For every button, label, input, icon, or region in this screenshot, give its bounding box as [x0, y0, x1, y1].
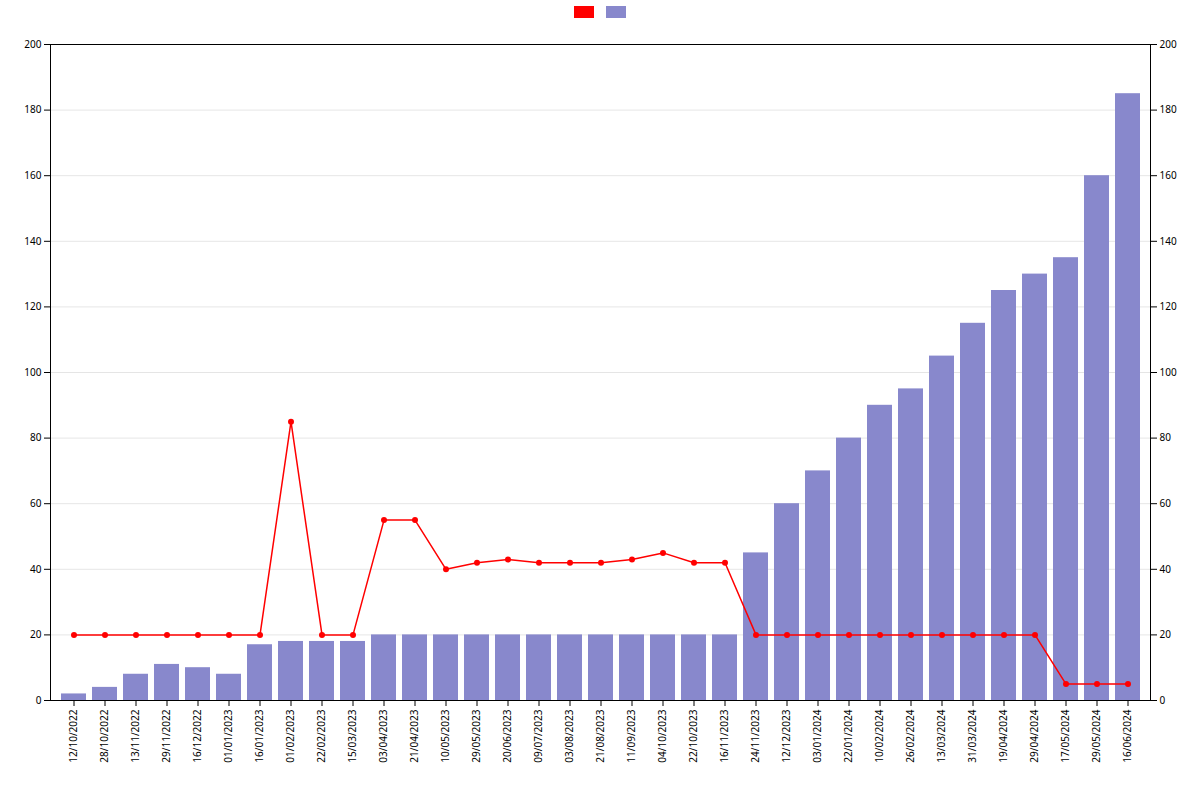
svg-text:180: 180 — [24, 102, 41, 116]
svg-text:03/04/2023: 03/04/2023 — [376, 709, 390, 762]
svg-text:13/11/2022: 13/11/2022 — [128, 709, 142, 762]
svg-text:40: 40 — [1160, 562, 1172, 576]
svg-text:11/09/2023: 11/09/2023 — [624, 709, 638, 762]
svg-text:29/05/2023: 29/05/2023 — [469, 709, 483, 762]
svg-text:20: 20 — [1160, 627, 1172, 641]
svg-text:13/03/2024: 13/03/2024 — [934, 709, 948, 762]
svg-text:29/11/2022: 29/11/2022 — [159, 709, 173, 762]
svg-text:22/10/2023: 22/10/2023 — [686, 709, 700, 762]
svg-text:60: 60 — [30, 496, 42, 510]
svg-text:100: 100 — [1160, 365, 1177, 379]
svg-text:19/04/2024: 19/04/2024 — [996, 709, 1010, 762]
svg-text:80: 80 — [1160, 430, 1172, 444]
svg-text:16/11/2023: 16/11/2023 — [717, 709, 731, 762]
svg-text:200: 200 — [24, 37, 41, 51]
svg-text:16/01/2023: 16/01/2023 — [252, 709, 266, 762]
svg-text:40: 40 — [30, 562, 42, 576]
svg-text:0: 0 — [36, 693, 42, 707]
svg-text:80: 80 — [30, 430, 42, 444]
svg-text:10/05/2023: 10/05/2023 — [438, 709, 452, 762]
svg-text:0: 0 — [1160, 693, 1166, 707]
svg-text:31/03/2024: 31/03/2024 — [965, 709, 979, 762]
svg-text:20/06/2023: 20/06/2023 — [500, 709, 514, 762]
svg-text:21/04/2023: 21/04/2023 — [407, 709, 421, 762]
svg-text:160: 160 — [24, 168, 41, 182]
svg-text:200: 200 — [1160, 37, 1177, 51]
svg-text:60: 60 — [1160, 496, 1172, 510]
svg-text:17/05/2024: 17/05/2024 — [1058, 709, 1072, 762]
svg-text:28/10/2022: 28/10/2022 — [97, 709, 111, 762]
svg-text:22/02/2023: 22/02/2023 — [314, 709, 328, 762]
svg-text:20: 20 — [30, 627, 42, 641]
svg-text:26/02/2024: 26/02/2024 — [903, 709, 917, 762]
svg-text:09/07/2023: 09/07/2023 — [531, 709, 545, 762]
svg-text:140: 140 — [24, 234, 41, 248]
svg-text:100: 100 — [24, 365, 41, 379]
svg-text:01/02/2023: 01/02/2023 — [283, 709, 297, 762]
svg-text:12/10/2022: 12/10/2022 — [66, 709, 80, 762]
svg-text:10/02/2024: 10/02/2024 — [872, 709, 886, 762]
svg-text:01/01/2023: 01/01/2023 — [221, 709, 235, 762]
svg-text:16/06/2024: 16/06/2024 — [1120, 709, 1134, 762]
svg-text:29/04/2024: 29/04/2024 — [1027, 709, 1041, 762]
svg-text:180: 180 — [1160, 102, 1177, 116]
svg-text:120: 120 — [1160, 299, 1177, 313]
svg-text:24/11/2023: 24/11/2023 — [748, 709, 762, 762]
svg-text:22/01/2024: 22/01/2024 — [841, 709, 855, 762]
svg-text:29/05/2024: 29/05/2024 — [1089, 709, 1103, 762]
svg-text:16/12/2022: 16/12/2022 — [190, 709, 204, 762]
svg-text:160: 160 — [1160, 168, 1177, 182]
svg-text:140: 140 — [1160, 234, 1177, 248]
svg-text:04/10/2023: 04/10/2023 — [655, 709, 669, 762]
svg-text:15/03/2023: 15/03/2023 — [345, 709, 359, 762]
svg-text:21/08/2023: 21/08/2023 — [593, 709, 607, 762]
svg-text:03/01/2024: 03/01/2024 — [810, 709, 824, 762]
svg-text:120: 120 — [24, 299, 41, 313]
svg-text:03/08/2023: 03/08/2023 — [562, 709, 576, 762]
svg-text:12/12/2023: 12/12/2023 — [779, 709, 793, 762]
